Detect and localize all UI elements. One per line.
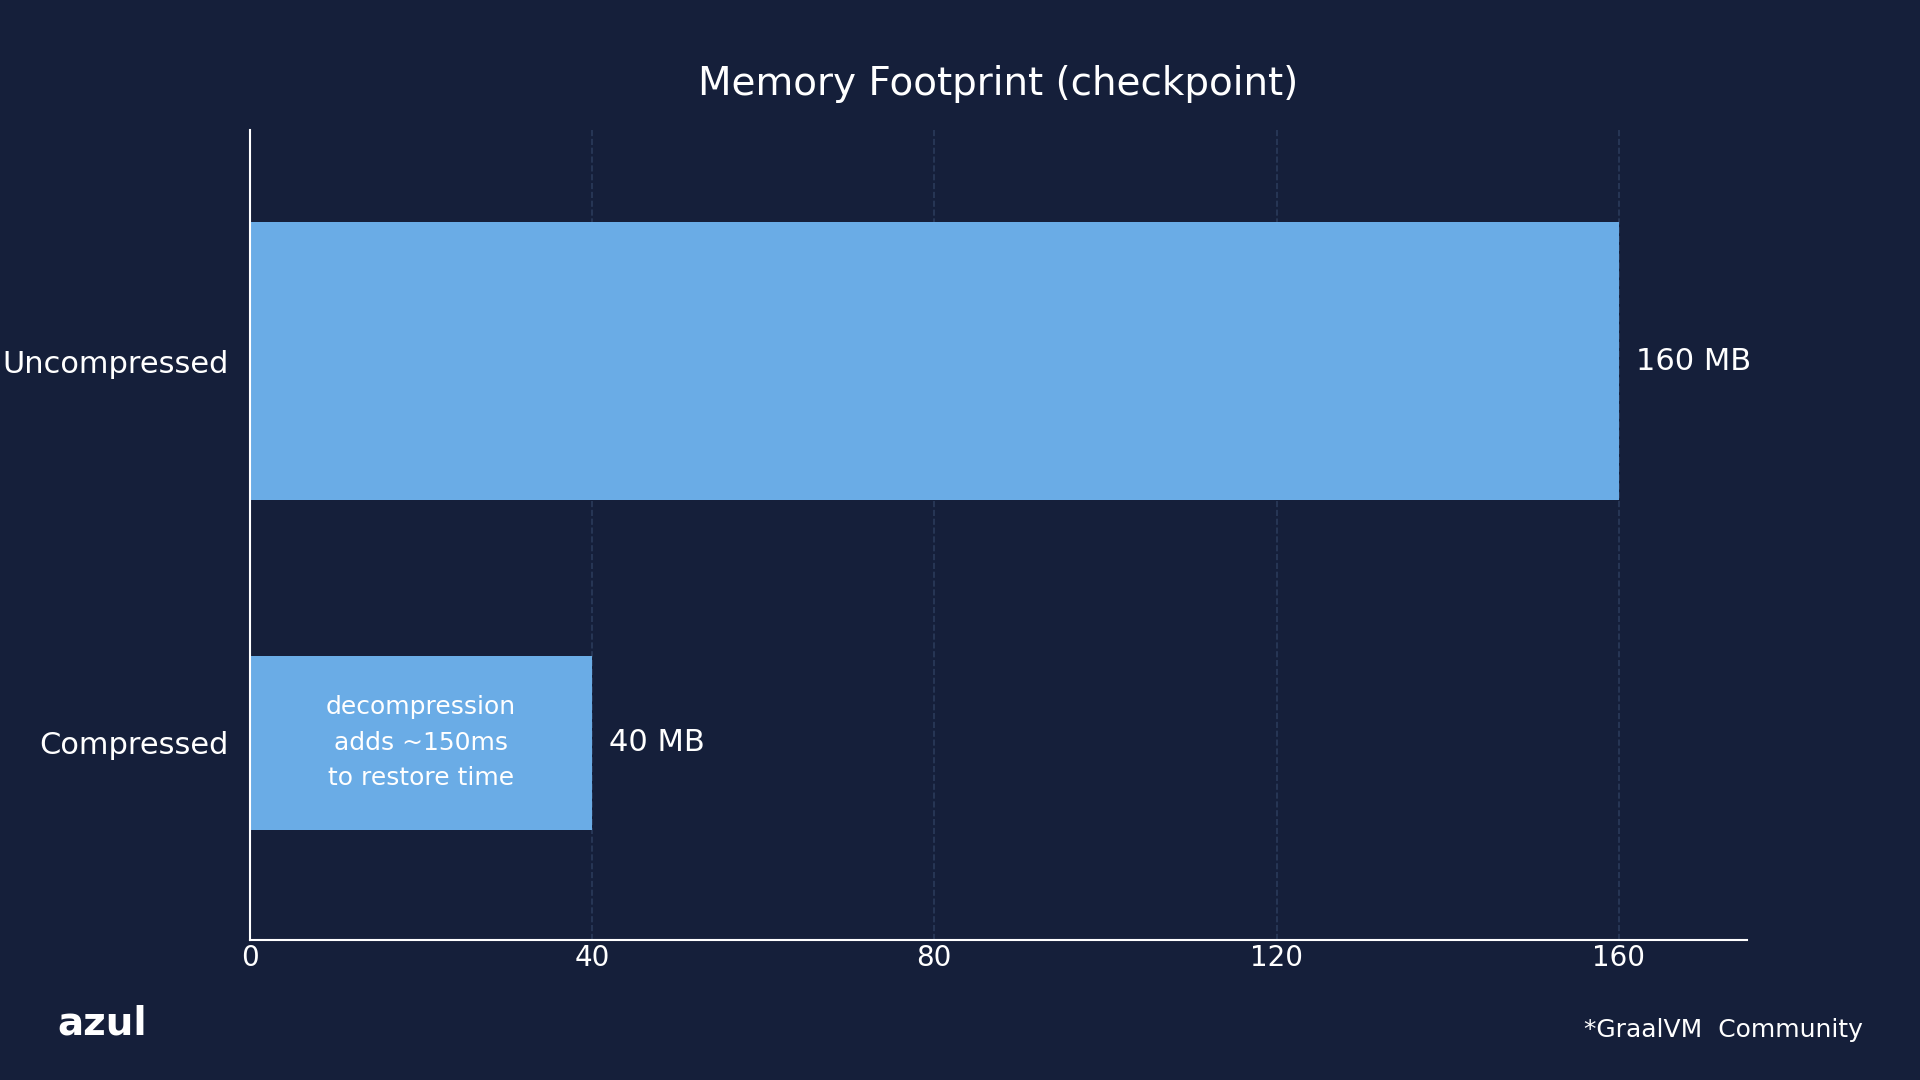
- Bar: [250, 656, 591, 829]
- Text: 40 MB: 40 MB: [609, 728, 705, 757]
- Bar: [250, 222, 1619, 500]
- Text: decompression
adds ~150ms
to restore time: decompression adds ~150ms to restore tim…: [326, 696, 516, 791]
- Text: 160 MB: 160 MB: [1636, 347, 1751, 376]
- Text: azul: azul: [58, 1004, 148, 1042]
- Title: Memory Footprint (checkpoint): Memory Footprint (checkpoint): [699, 65, 1298, 103]
- Text: *GraalVM  Community: *GraalVM Community: [1584, 1018, 1862, 1042]
